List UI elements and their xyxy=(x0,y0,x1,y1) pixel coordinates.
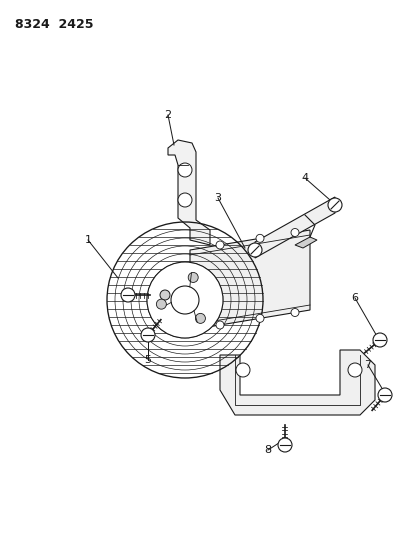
Circle shape xyxy=(377,388,391,402)
Circle shape xyxy=(216,241,223,249)
Text: 8: 8 xyxy=(264,445,271,455)
Text: 2: 2 xyxy=(164,110,171,120)
Circle shape xyxy=(188,272,198,282)
Circle shape xyxy=(290,309,298,317)
Circle shape xyxy=(195,313,205,324)
Circle shape xyxy=(347,363,361,377)
Circle shape xyxy=(290,229,298,237)
Polygon shape xyxy=(254,197,334,258)
Polygon shape xyxy=(189,230,309,330)
Polygon shape xyxy=(168,140,209,245)
Circle shape xyxy=(236,363,249,377)
Circle shape xyxy=(141,328,155,342)
Circle shape xyxy=(255,314,263,322)
Text: 5: 5 xyxy=(144,355,151,365)
Circle shape xyxy=(147,262,222,338)
Text: 6: 6 xyxy=(351,293,357,303)
Text: 1: 1 xyxy=(84,235,91,245)
Circle shape xyxy=(156,299,166,309)
Circle shape xyxy=(372,333,386,347)
Circle shape xyxy=(216,321,223,329)
Circle shape xyxy=(277,438,291,452)
Text: 4: 4 xyxy=(301,173,308,183)
Circle shape xyxy=(178,163,191,177)
Text: 8324  2425: 8324 2425 xyxy=(15,18,93,31)
Circle shape xyxy=(178,193,191,207)
Circle shape xyxy=(121,288,135,302)
Circle shape xyxy=(171,286,198,314)
Circle shape xyxy=(160,290,170,300)
Circle shape xyxy=(327,198,341,212)
Text: 7: 7 xyxy=(364,360,371,370)
Circle shape xyxy=(255,235,263,243)
Circle shape xyxy=(247,243,261,257)
Polygon shape xyxy=(294,237,316,248)
Text: 3: 3 xyxy=(214,193,221,203)
Polygon shape xyxy=(220,350,374,415)
